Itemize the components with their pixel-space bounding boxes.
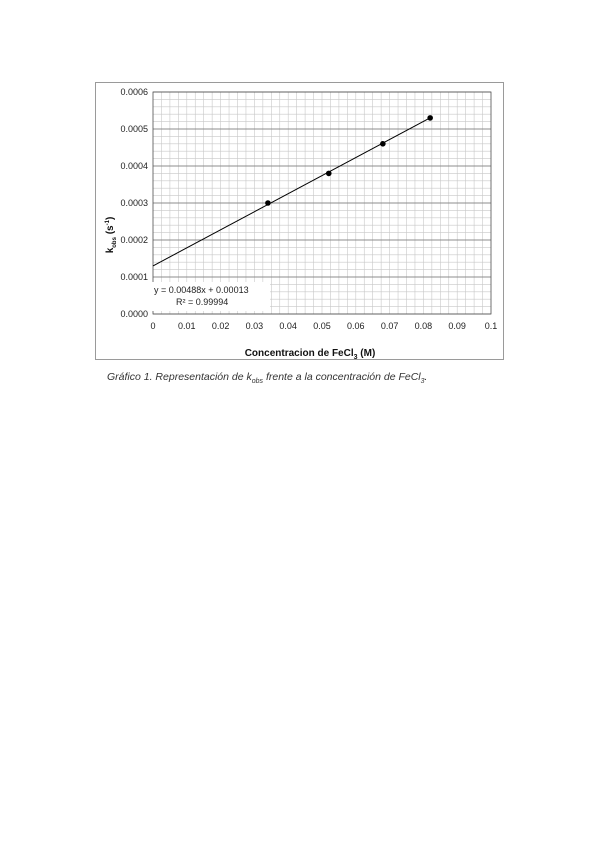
y-axis-title: kobs (s-1) [105, 217, 118, 254]
x-tick-label: 0 [150, 321, 155, 331]
y-tick-labels: 0.0000 0.0001 0.0002 0.0003 0.0004 0.0005 0.00… [120, 87, 148, 319]
trendline [152, 117, 431, 267]
y-tick-label: 0.0001 [120, 272, 148, 282]
x-tick-label: 0.09 [448, 321, 466, 331]
x-tick-label: 0.02 [212, 321, 230, 331]
x-tick-label: 0.01 [178, 321, 196, 331]
x-tick-label: 0.08 [415, 321, 433, 331]
y-tick-label: 0.0004 [120, 161, 148, 171]
x-tick-label: 0.04 [279, 321, 297, 331]
data-point [265, 200, 271, 206]
x-tick-label: 0.05 [313, 321, 331, 331]
y-tick-label: 0.0005 [120, 124, 148, 134]
equation-box [152, 282, 270, 311]
x-tick-label: 0.1 [485, 321, 498, 331]
figure-caption: Gráfico 1. Representación de kobs frente… [107, 371, 428, 386]
y-tick-label: 0.0002 [120, 235, 148, 245]
x-tick-label: 0.06 [347, 321, 365, 331]
trendline-group [152, 117, 431, 267]
data-point [427, 115, 433, 121]
data-points [265, 115, 433, 206]
chart: 0.0000 0.0001 0.0002 0.0003 0.0004 0.0005 0.00… [105, 87, 497, 361]
axes [152, 91, 492, 315]
y-tick-label: 0.0003 [120, 198, 148, 208]
data-point [380, 141, 386, 147]
y-tick-label: 0.0000 [120, 309, 148, 319]
y-tick-label: 0.0006 [120, 87, 148, 97]
data-point [325, 170, 332, 177]
r-squared-label: R² = 0.99994 [176, 297, 228, 307]
x-tick-label: 0.03 [246, 321, 264, 331]
plot-area-border [152, 91, 492, 315]
trendline-equation: y = 0.00488x + 0.00013 [154, 285, 249, 295]
chart-frame: 0.0000 0.0001 0.0002 0.0003 0.0004 0.0005 0.00… [95, 82, 504, 361]
x-axis-title: Concentracion de FeCl3 (M) [245, 348, 376, 361]
x-tick-label: 0.07 [381, 321, 399, 331]
x-tick-labels: 0 0.01 0.02 0.03 0.04 0.05 0.06 0.07 0.08 0.09 0.1 [150, 321, 497, 331]
